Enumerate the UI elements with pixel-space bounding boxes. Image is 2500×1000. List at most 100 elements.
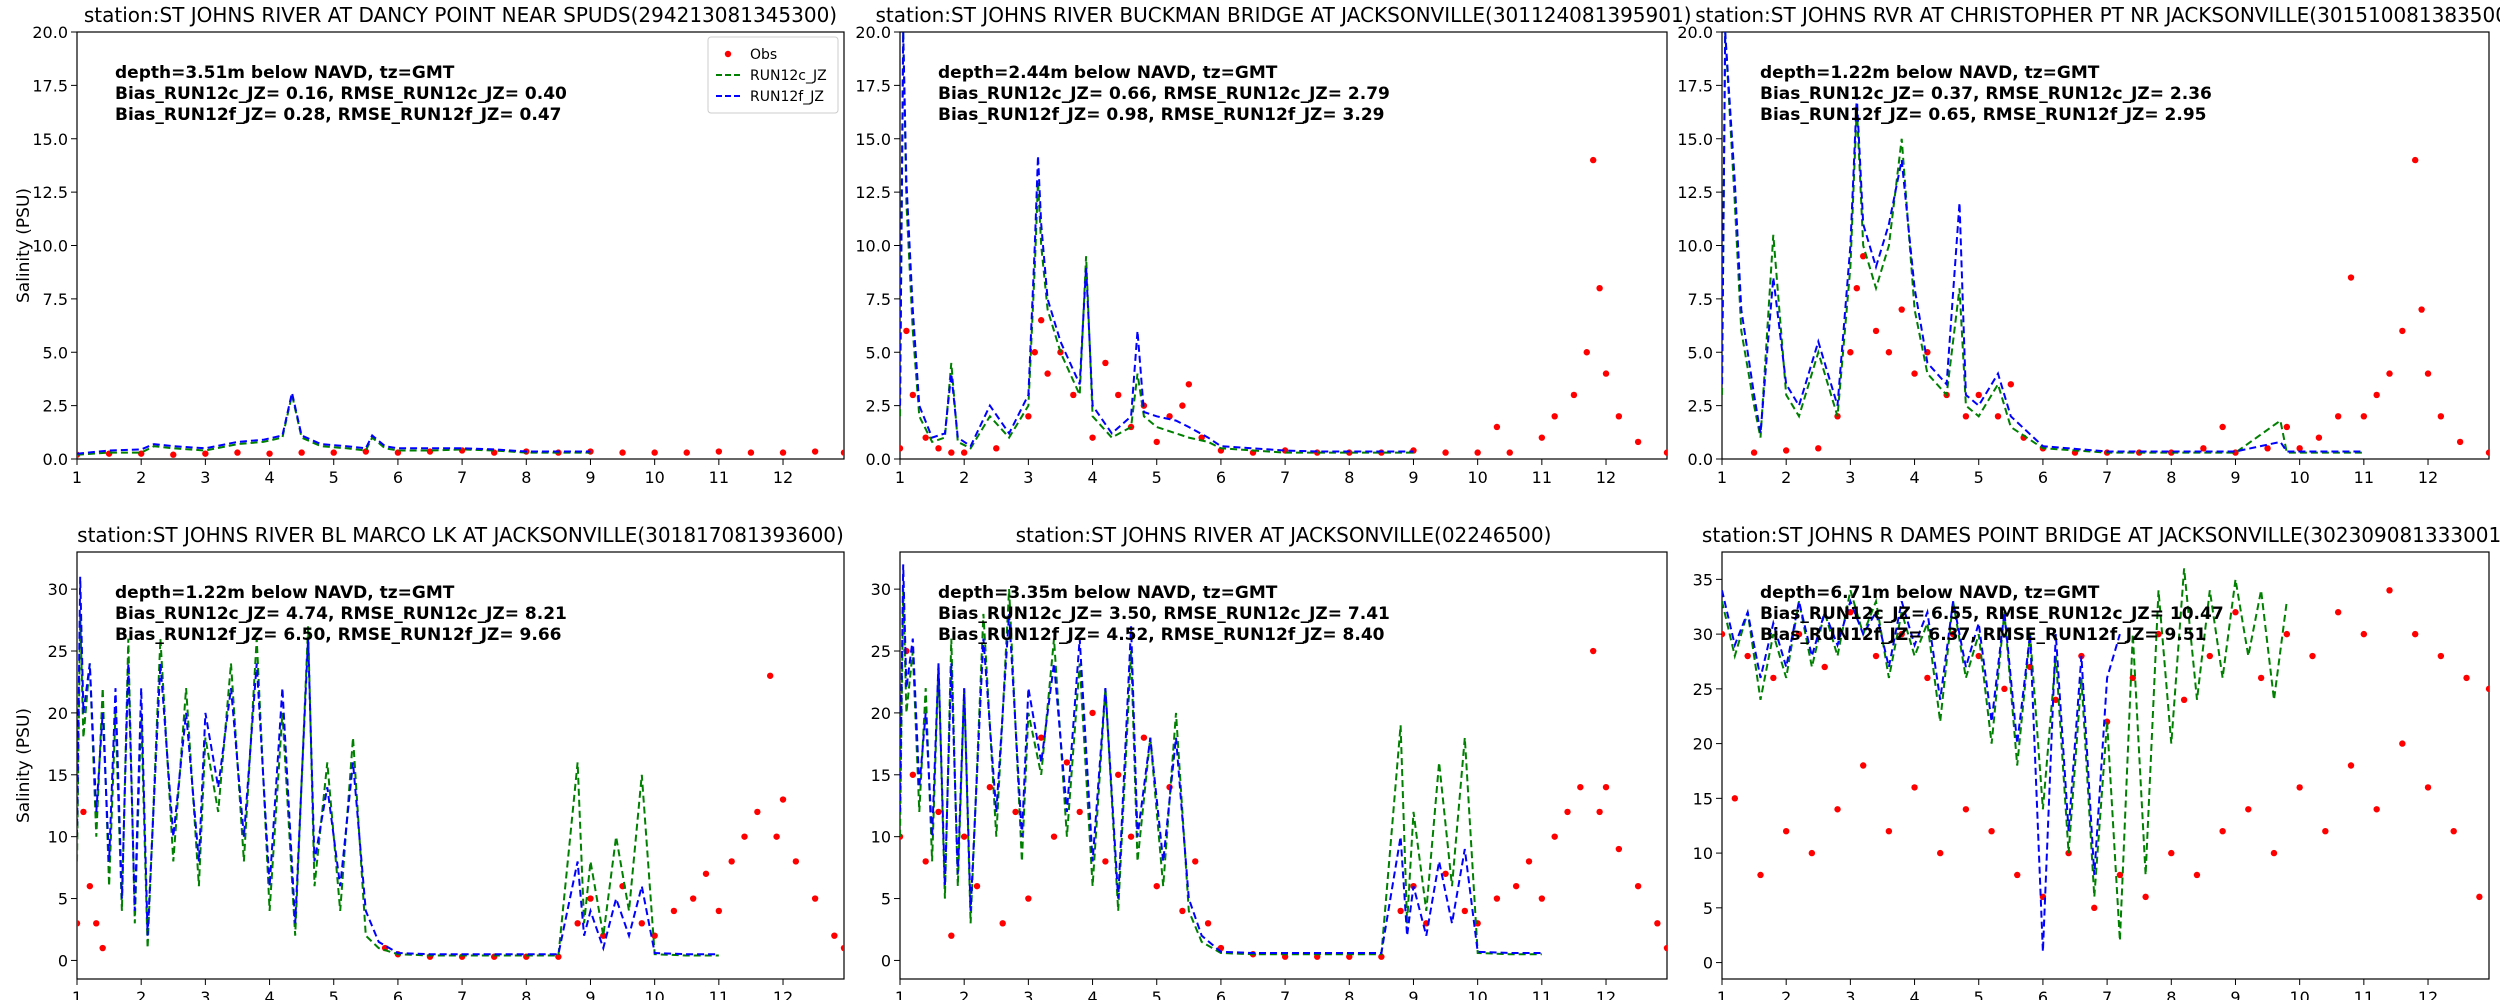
- y-tick-label: 15.0: [855, 130, 891, 149]
- obs-point: [702, 870, 710, 877]
- obs-point: [2437, 652, 2445, 660]
- obs-point: [960, 449, 968, 456]
- obs-point: [1924, 674, 1931, 682]
- legend-obs-marker: [724, 50, 732, 58]
- x-tick-label: 3: [1845, 988, 1855, 1000]
- x-tick-label: 3: [200, 468, 210, 487]
- obs-point: [2245, 806, 2252, 813]
- obs-point: [1885, 349, 1893, 356]
- x-tick-label: 5: [1974, 468, 1984, 487]
- obs-point: [2411, 156, 2419, 164]
- y-tick-label: 7.5: [1688, 290, 1713, 309]
- obs-point: [1853, 285, 1860, 292]
- x-tick-label: 7: [2102, 988, 2112, 1000]
- chart-title: station:ST JOHNS RVR AT CHRISTOPHER PT N…: [1695, 3, 2500, 27]
- obs-point: [683, 449, 690, 456]
- x-tick-label: 4: [1087, 468, 1097, 487]
- obs-point: [2373, 806, 2380, 813]
- y-tick-label: 10.0: [1677, 237, 1713, 256]
- obs-point: [1757, 871, 1764, 879]
- obs-point: [2052, 696, 2059, 704]
- obs-point: [2116, 871, 2124, 879]
- y-tick-label: 2.5: [866, 397, 891, 416]
- obs-point: [1782, 447, 1790, 454]
- x-tick-label: 4: [264, 988, 274, 1000]
- x-tick-label: 11: [709, 468, 729, 487]
- obs-point: [619, 449, 626, 456]
- obs-point: [2014, 871, 2021, 879]
- x-tick-label: 6: [2038, 468, 2048, 487]
- obs-point: [2168, 849, 2175, 857]
- x-tick-label: 8: [2166, 988, 2176, 1000]
- obs-point: [2360, 630, 2368, 638]
- stats-annotation-line: Bias_RUN12c_JZ= 3.50, RMSE_RUN12c_JZ= 7.…: [938, 604, 1390, 624]
- obs-point: [1551, 413, 1558, 420]
- obs-point: [2007, 381, 2015, 388]
- obs-point: [741, 833, 748, 840]
- chart-title: station:ST JOHNS RIVER BUCKMAN BRIDGE AT…: [875, 3, 1691, 27]
- obs-point: [1885, 827, 1893, 835]
- y-tick-label: 20.0: [32, 23, 68, 42]
- obs-point: [1525, 858, 1533, 865]
- run12c-line: [1722, 568, 2288, 941]
- y-tick-label: 10: [871, 828, 891, 847]
- y-tick-label: 12.5: [32, 183, 68, 202]
- obs-point: [2347, 762, 2355, 769]
- y-tick-label: 10: [48, 828, 68, 847]
- x-tick-label: 11: [2354, 468, 2374, 487]
- x-tick-label: 5: [329, 988, 339, 1000]
- obs-point: [2485, 449, 2489, 456]
- obs-point: [2347, 274, 2355, 281]
- x-tick-label: 8: [521, 988, 531, 1000]
- obs-point: [1102, 858, 1109, 865]
- obs-point: [1834, 806, 1841, 813]
- obs-point: [2219, 423, 2226, 431]
- obs-point: [831, 932, 838, 939]
- x-tick-label: 7: [457, 468, 467, 487]
- y-tick-label: 5.0: [866, 343, 891, 362]
- x-tick-label: 12: [773, 988, 793, 1000]
- obs-point: [993, 445, 1000, 452]
- obs-point: [689, 895, 697, 902]
- obs-point: [1551, 833, 1558, 840]
- obs-point: [1795, 630, 1803, 638]
- obs-point: [2315, 434, 2323, 441]
- x-tick-label: 5: [1152, 988, 1162, 1000]
- obs-point: [2193, 871, 2201, 879]
- obs-point: [638, 920, 646, 927]
- y-tick-label: 0: [881, 951, 891, 970]
- y-tick-label: 10.0: [855, 237, 891, 256]
- obs-point: [587, 895, 594, 902]
- y-tick-label: 15.0: [32, 130, 68, 149]
- obs-point: [2450, 827, 2457, 835]
- obs-point: [1994, 413, 2002, 420]
- obs-point: [1179, 402, 1186, 409]
- obs-point: [1050, 833, 1058, 840]
- obs-point: [1153, 882, 1160, 890]
- obs-point: [1872, 327, 1880, 335]
- y-tick-label: 30: [48, 580, 68, 599]
- obs-point: [77, 920, 81, 927]
- obs-point: [2283, 423, 2291, 431]
- obs-point: [1025, 413, 1032, 420]
- obs-point: [1847, 349, 1854, 356]
- obs-point: [1461, 907, 1469, 915]
- panel-marco-lk: station:ST JOHNS RIVER BL MARCO LK AT JA…: [14, 523, 845, 1000]
- x-tick-label: 1: [1717, 468, 1727, 487]
- obs-point: [909, 391, 917, 399]
- y-tick-label: 7.5: [43, 290, 68, 309]
- obs-point: [715, 907, 723, 915]
- obs-point: [792, 858, 800, 865]
- obs-point: [1722, 630, 1726, 638]
- obs-point: [779, 796, 787, 803]
- stats-annotation-line: Bias_RUN12f_JZ= 4.52, RMSE_RUN12f_JZ= 8.…: [938, 625, 1385, 645]
- obs-point: [1012, 808, 1019, 816]
- obs-point: [754, 808, 761, 816]
- obs-point: [1731, 795, 1739, 802]
- obs-point: [1538, 434, 1546, 441]
- obs-point: [1654, 920, 1661, 927]
- stats-annotation-line: Bias_RUN12c_JZ= 0.66, RMSE_RUN12c_JZ= 2.…: [938, 84, 1390, 104]
- obs-point: [1115, 391, 1122, 399]
- panel-dames-point: station:ST JOHNS R DAMES POINT BRIDGE AT…: [1693, 523, 2500, 1000]
